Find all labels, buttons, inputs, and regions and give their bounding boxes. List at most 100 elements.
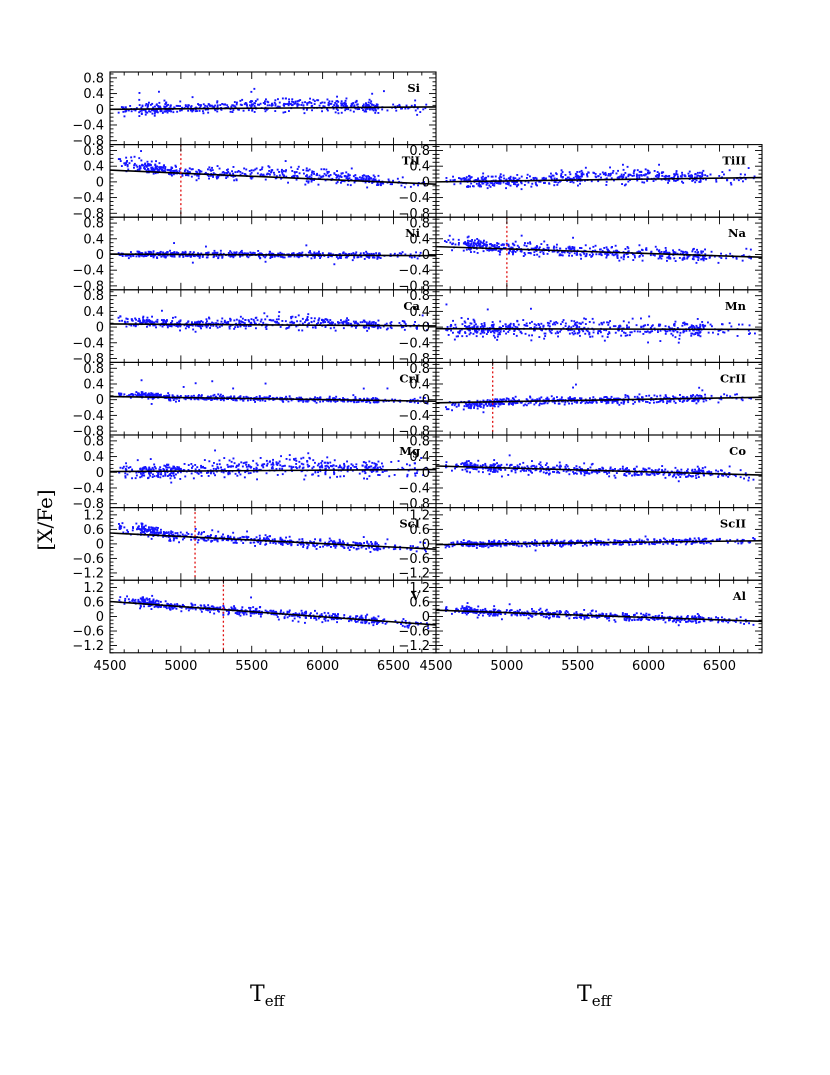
data-point — [263, 102, 266, 105]
data-point — [286, 103, 289, 105]
data-point — [349, 184, 352, 187]
data-point — [477, 178, 479, 181]
data-point — [492, 245, 495, 247]
data-point — [190, 398, 193, 401]
data-point — [381, 108, 384, 111]
data-point — [532, 177, 535, 179]
data-point — [325, 168, 328, 171]
data-point — [317, 318, 320, 321]
data-point — [338, 253, 341, 255]
data-point — [365, 326, 368, 329]
data-point — [660, 251, 663, 253]
data-point — [313, 100, 316, 103]
data-point — [698, 181, 701, 183]
data-point — [486, 187, 489, 190]
data-point — [568, 325, 570, 328]
data-point — [259, 396, 261, 399]
data-point — [704, 174, 707, 177]
data-point — [459, 182, 462, 185]
data-point — [206, 396, 209, 398]
data-point — [589, 247, 591, 250]
data-point — [712, 331, 714, 334]
data-point — [293, 321, 296, 324]
data-point — [485, 333, 488, 335]
data-point — [267, 165, 270, 168]
data-point — [475, 335, 478, 338]
data-point — [445, 179, 448, 182]
data-point — [181, 173, 184, 176]
data-point — [154, 393, 156, 396]
data-point — [475, 243, 477, 246]
data-point — [483, 239, 485, 242]
data-point — [493, 248, 496, 251]
data-point — [601, 335, 604, 338]
data-point — [353, 322, 356, 324]
data-point — [350, 167, 353, 170]
data-point — [450, 329, 452, 332]
data-point — [179, 100, 182, 103]
data-point — [497, 182, 500, 185]
data-point — [491, 248, 494, 251]
data-point — [520, 188, 523, 191]
data-point — [447, 334, 450, 336]
data-point — [385, 322, 388, 325]
data-point — [473, 326, 475, 329]
data-point — [404, 253, 407, 256]
data-point — [260, 168, 263, 171]
data-point — [319, 253, 322, 255]
data-point — [389, 253, 392, 256]
data-point — [367, 175, 370, 177]
data-point — [656, 174, 659, 176]
data-point — [239, 395, 242, 398]
data-point — [536, 253, 539, 256]
data-point — [370, 398, 373, 401]
data-point — [171, 252, 174, 254]
data-point — [704, 324, 707, 327]
data-point — [579, 177, 582, 180]
data-point — [498, 246, 500, 248]
data-point — [291, 104, 294, 107]
data-point — [624, 172, 627, 174]
data-point — [588, 331, 591, 334]
data-point — [624, 334, 627, 337]
data-point — [507, 182, 510, 184]
data-point — [482, 335, 484, 338]
data-point — [473, 250, 476, 253]
data-point — [233, 254, 235, 257]
data-point — [627, 247, 630, 250]
data-point — [300, 104, 303, 106]
y-tick-label: 0.8 — [83, 289, 104, 304]
data-point — [516, 185, 518, 188]
data-point — [579, 253, 582, 256]
data-point — [220, 254, 223, 257]
data-point — [259, 399, 262, 402]
data-point — [703, 257, 706, 260]
data-point — [344, 105, 347, 108]
data-point — [329, 327, 332, 330]
data-point — [306, 174, 308, 177]
data-point — [170, 173, 173, 175]
data-point — [565, 177, 567, 180]
data-point — [306, 319, 309, 321]
data-point — [372, 109, 375, 112]
data-point — [335, 174, 337, 176]
data-point — [696, 331, 699, 334]
fit-line — [110, 106, 436, 111]
data-point — [737, 179, 740, 182]
data-point — [368, 253, 371, 255]
data-point — [526, 173, 529, 176]
data-point — [313, 103, 316, 105]
data-point — [166, 111, 169, 114]
data-point — [151, 112, 154, 115]
fit-line — [110, 323, 436, 327]
data-point — [143, 392, 145, 395]
data-point — [457, 238, 460, 241]
data-point — [340, 257, 342, 259]
data-point — [190, 109, 192, 112]
data-point — [342, 322, 345, 325]
data-point — [348, 174, 351, 177]
data-point — [373, 326, 375, 328]
data-point — [170, 322, 172, 324]
data-point — [326, 171, 329, 174]
